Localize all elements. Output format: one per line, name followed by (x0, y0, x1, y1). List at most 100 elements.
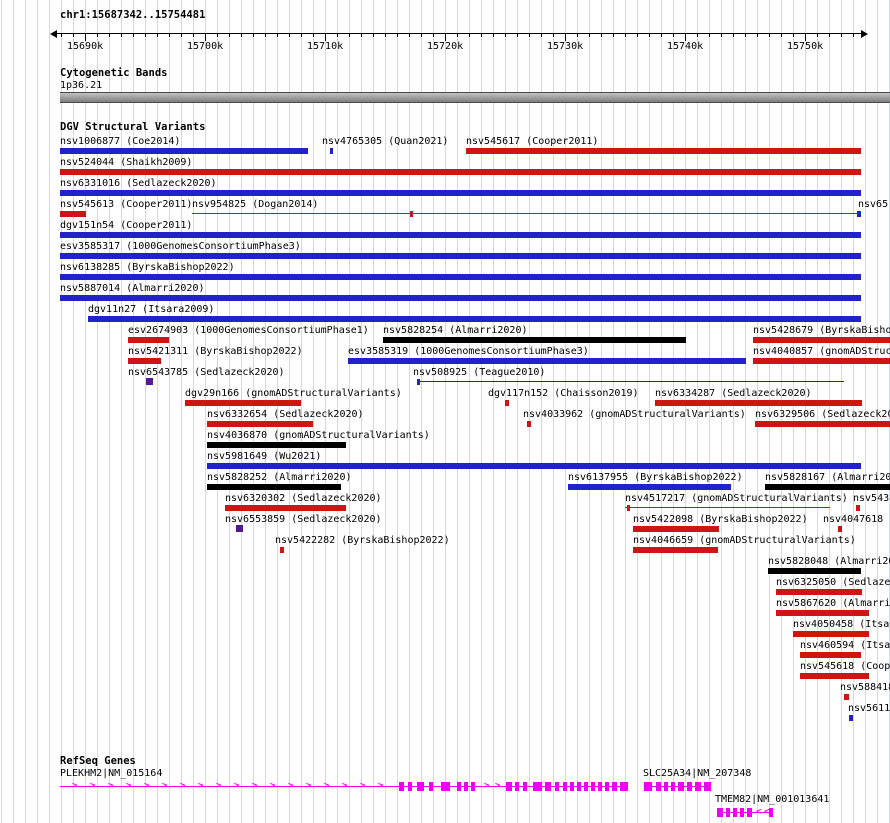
gene-exon[interactable] (506, 782, 512, 791)
gene-exon[interactable] (769, 808, 773, 817)
gene-exon[interactable] (644, 782, 652, 791)
gene-exon[interactable] (664, 782, 668, 791)
variant-label[interactable]: nsv5431 (853, 493, 890, 504)
variant-bar[interactable] (185, 400, 301, 406)
variant-label[interactable]: nsv4040857 (gnomADStruc (753, 346, 890, 357)
variant-point-marker[interactable] (849, 715, 853, 721)
variant-bar[interactable] (776, 610, 869, 616)
variant-bar[interactable] (225, 505, 346, 511)
gene-exon[interactable] (733, 808, 737, 817)
variant-bar[interactable] (60, 148, 308, 154)
variant-label[interactable]: nsv954825 (Dogan2014) (192, 199, 319, 210)
variant-label[interactable]: nsv4517217 (gnomADStructuralVariants) (625, 493, 848, 504)
gene-exon[interactable] (584, 782, 588, 791)
variant-bar[interactable] (207, 421, 313, 427)
variant-bar[interactable] (768, 568, 861, 574)
gene-exon[interactable] (620, 782, 628, 791)
gene-exon[interactable] (704, 782, 711, 791)
variant-label[interactable]: nsv65 (858, 199, 889, 210)
variant-bar[interactable] (60, 274, 861, 280)
variant-label[interactable]: nsv5828167 (Almarri20 (765, 472, 890, 483)
variant-label[interactable]: nsv4033962 (gnomADStructuralVariants) (523, 409, 746, 420)
variant-point-marker[interactable] (330, 148, 333, 154)
variant-label[interactable]: nsv4050458 (Itsa (793, 619, 890, 630)
gene-exon[interactable] (417, 782, 424, 791)
gene-exon[interactable] (747, 808, 752, 817)
variant-label[interactable]: nsv588418 (840, 682, 890, 693)
variant-label[interactable]: nsv6553859 (Sedlazeck2020) (225, 514, 382, 525)
variant-point-marker[interactable] (527, 421, 531, 427)
gene-exon[interactable] (605, 782, 609, 791)
variant-bar[interactable] (88, 316, 861, 322)
gene-exon[interactable] (533, 782, 542, 791)
variant-label[interactable]: nsv5981649 (Wu2021) (207, 451, 322, 462)
gene-exon[interactable] (545, 782, 551, 791)
variant-bar[interactable] (60, 211, 86, 217)
variant-bar[interactable] (348, 358, 746, 364)
variant-bar[interactable] (568, 484, 731, 490)
variant-label[interactable]: dgv29n166 (gnomADStructuralVariants) (185, 388, 402, 399)
variant-point-marker[interactable] (844, 694, 849, 700)
variant-label[interactable]: nsv6329506 (Sedlazeck20 (755, 409, 890, 420)
variant-point-marker[interactable] (857, 211, 861, 217)
variant-bar[interactable] (383, 337, 686, 343)
variant-label[interactable]: nsv5828252 (Almarri2020) (207, 472, 352, 483)
variant-bar[interactable] (655, 400, 862, 406)
variant-label[interactable]: nsv5828254 (Almarri2020) (383, 325, 528, 336)
variant-label[interactable]: nsv5887014 (Almarri2020) (60, 283, 205, 294)
gene-label[interactable]: TMEM82|NM_001013641 (715, 794, 830, 805)
gene-exon[interactable] (471, 782, 475, 791)
variant-point-marker[interactable] (417, 379, 420, 385)
variant-label[interactable]: nsv5422282 (ByrskaBishop2022) (275, 535, 450, 546)
variant-bar[interactable] (800, 673, 869, 679)
gene-exon[interactable] (740, 808, 744, 817)
gene-exon[interactable] (598, 782, 602, 791)
variant-label[interactable]: esv3585319 (1000GenomesConsortiumPhase3) (348, 346, 589, 357)
variant-label[interactable]: nsv6325050 (Sedlazec (776, 577, 890, 588)
ruler-axis-line[interactable] (57, 33, 861, 34)
gene-exon[interactable] (441, 782, 450, 791)
variant-label[interactable]: esv2674903 (1000GenomesConsortiumPhase1) (128, 325, 369, 336)
gene-label[interactable]: PLEKHM2|NM_015164 (60, 768, 163, 779)
variant-bar[interactable] (753, 358, 890, 364)
variant-point-marker[interactable] (280, 547, 284, 553)
gene-exon[interactable] (429, 782, 433, 791)
variant-bar[interactable] (776, 589, 862, 595)
variant-bar[interactable] (60, 253, 861, 259)
variant-label[interactable]: nsv5867620 (Almarri (776, 598, 890, 609)
gene-exon[interactable] (563, 782, 567, 791)
variant-label[interactable]: nsv4046659 (gnomADStructuralVariants) (633, 535, 856, 546)
variant-span-line[interactable] (417, 381, 844, 382)
gene-exon[interactable] (695, 782, 701, 791)
gene-exon[interactable] (555, 782, 559, 791)
gene-exon[interactable] (717, 808, 723, 817)
variant-bar[interactable] (633, 547, 718, 553)
variant-bar[interactable] (60, 169, 861, 175)
variant-label[interactable]: nsv5828048 (Almarri20 (768, 556, 890, 567)
gene-exon[interactable] (399, 782, 404, 791)
gene-exon[interactable] (577, 782, 581, 791)
variant-bar[interactable] (207, 484, 341, 490)
variant-point-marker[interactable] (838, 526, 842, 532)
gene-exon[interactable] (591, 782, 595, 791)
variant-span-line[interactable] (192, 213, 861, 214)
variant-label[interactable]: nsv6334287 (Sedlazeck2020) (655, 388, 812, 399)
variant-label[interactable]: nsv6137955 (ByrskaBishop2022) (568, 472, 743, 483)
variant-point-marker[interactable] (627, 505, 630, 511)
variant-label[interactable]: nsv5428679 (ByrskaBisho (753, 325, 890, 336)
variant-label[interactable]: dgv11n27 (Itsara2009) (88, 304, 215, 315)
variant-label[interactable]: nsv5421311 (ByrskaBishop2022) (128, 346, 303, 357)
variant-bar[interactable] (633, 526, 719, 532)
variant-bar[interactable] (128, 337, 169, 343)
variant-label[interactable]: dgv151n54 (Cooper2011) (60, 220, 193, 231)
variant-bar[interactable] (765, 484, 890, 490)
variant-label[interactable]: nsv6331016 (Sedlazeck2020) (60, 178, 217, 189)
cytoband-bar[interactable] (60, 92, 890, 103)
variant-label[interactable]: nsv545618 (Coop (800, 661, 890, 672)
variant-bar[interactable] (793, 631, 869, 637)
variant-bar[interactable] (128, 358, 161, 364)
variant-label[interactable]: nsv4047618 ( (823, 514, 890, 525)
gene-exon[interactable] (656, 782, 661, 791)
variant-label[interactable]: nsv545613 (Cooper2011) (60, 199, 193, 210)
gene-exon[interactable] (457, 782, 461, 791)
